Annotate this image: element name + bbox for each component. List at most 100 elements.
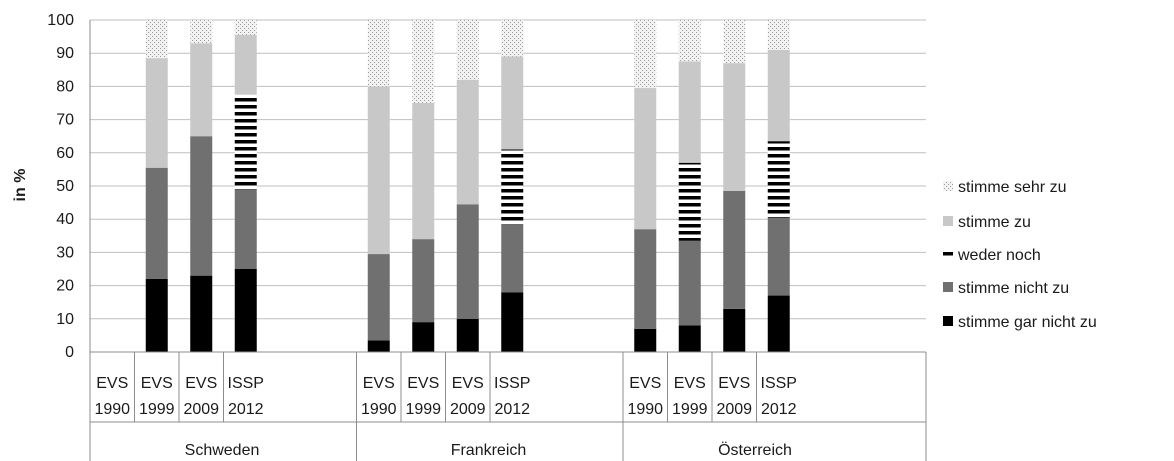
legend-swatch — [943, 316, 953, 326]
y-axis-ticks: 0 10 20 30 40 50 60 70 80 90 100 — [47, 12, 74, 361]
bar-segment — [634, 88, 657, 230]
x-category-label-line2: 1999 — [139, 401, 175, 418]
bars — [145, 20, 790, 352]
bar-segment — [190, 136, 213, 276]
x-category-label-line2: 1999 — [405, 401, 441, 418]
x-category-label-line2: 2012 — [494, 401, 530, 418]
bar-segment — [234, 94, 257, 190]
bar-segment — [456, 20, 479, 80]
x-category-label-line2: 2012 — [228, 401, 264, 418]
y-axis-label: in % — [12, 169, 29, 202]
bar-segment — [767, 217, 790, 296]
bar-segment — [678, 325, 701, 352]
bar-segment — [234, 34, 257, 95]
bar-segment — [367, 254, 390, 341]
bar-segment — [145, 167, 168, 279]
bar-segment — [145, 278, 168, 352]
bar-segment — [456, 318, 479, 352]
x-category-label-line2: 1990 — [361, 401, 397, 418]
bar-segment — [678, 61, 701, 163]
legend-label: stimme sehr zu — [958, 179, 1066, 196]
x-category-label-line1: ISSP — [494, 375, 530, 392]
x-category-label-line2: 2009 — [183, 401, 219, 418]
y-tick-label: 50 — [56, 178, 74, 195]
bar-segment — [634, 20, 657, 89]
bar-segment — [412, 20, 435, 103]
bar-segment — [234, 269, 257, 352]
y-tick-label: 0 — [65, 344, 74, 361]
x-category-label-line1: EVS — [452, 375, 484, 392]
bar-segment — [145, 20, 168, 59]
x-category-label-line2: 2009 — [716, 401, 752, 418]
bar-segment — [412, 103, 435, 240]
x-category-label-line1: EVS — [141, 375, 173, 392]
y-tick-label: 40 — [56, 211, 74, 228]
bar-segment — [234, 20, 257, 35]
bar-segment — [234, 189, 257, 269]
y-tick-label: 90 — [56, 45, 74, 62]
legend-label: stimme gar nicht zu — [958, 314, 1097, 331]
y-tick-label: 60 — [56, 145, 74, 162]
x-category-label-line1: EVS — [674, 375, 706, 392]
bar-segment — [190, 275, 213, 352]
bar-segment — [678, 240, 701, 326]
bar-segment — [501, 224, 524, 293]
bar-segment — [767, 49, 790, 142]
bar-segment — [456, 204, 479, 319]
legend-label: stimme nicht zu — [958, 280, 1069, 297]
bar-segment — [723, 63, 746, 191]
x-category-label-line2: 1999 — [672, 401, 708, 418]
bar-segment — [145, 58, 168, 168]
bar-segment — [501, 292, 524, 352]
bar-segment — [456, 79, 479, 205]
bar-segment — [767, 295, 790, 352]
bar-segment — [501, 149, 524, 225]
legend-swatch — [943, 249, 953, 259]
x-axis: EVS 1990 EVS 1999 EVS 2009 ISSP 2012 Schweden EVS… — [89, 351, 927, 461]
y-tick-label: 10 — [56, 311, 74, 328]
x-group-label: Österreich — [718, 441, 792, 459]
x-category-label-line2: 2009 — [450, 401, 486, 418]
legend-label: weder noch — [957, 247, 1041, 264]
x-category-label-line2: 1990 — [627, 401, 663, 418]
bar-segment — [367, 340, 390, 352]
legend-swatch — [943, 216, 953, 226]
y-tick-label: 70 — [56, 112, 74, 129]
bar-segment — [501, 56, 524, 150]
x-category-label-line1: EVS — [629, 375, 661, 392]
bar-segment — [190, 20, 213, 44]
x-group-label: Schweden — [185, 442, 260, 459]
x-category-label-line1: EVS — [96, 375, 128, 392]
bar-segment — [767, 141, 790, 218]
bar-segment — [634, 328, 657, 352]
bar-segment — [678, 20, 701, 62]
y-tick-label: 80 — [56, 78, 74, 95]
bar-segment — [501, 20, 524, 57]
legend-swatch — [943, 282, 953, 292]
bar-segment — [412, 239, 435, 323]
x-category-label-line1: EVS — [185, 375, 217, 392]
x-group-label: Frankreich — [451, 442, 527, 459]
x-category-label-line1: EVS — [363, 375, 395, 392]
bar-segment — [367, 86, 390, 255]
bar-segment — [723, 20, 746, 64]
x-category-label-line1: ISSP — [228, 375, 264, 392]
x-category-label-line2: 2012 — [761, 401, 797, 418]
legend-label: stimme zu — [958, 214, 1031, 231]
bar-segment — [723, 308, 746, 352]
x-category-label-line2: 1990 — [94, 401, 130, 418]
y-tick-label: 20 — [56, 278, 74, 295]
bar-segment — [723, 190, 746, 309]
y-tick-label: 30 — [56, 244, 74, 261]
x-category-label-line1: EVS — [407, 375, 439, 392]
legend-swatch — [943, 181, 953, 191]
bar-segment — [678, 162, 701, 241]
y-tick-label: 100 — [47, 12, 74, 29]
bar-segment — [634, 229, 657, 329]
bar-segment — [367, 20, 390, 87]
x-category-label-line1: EVS — [718, 375, 750, 392]
bar-segment — [412, 322, 435, 352]
bar-segment — [767, 20, 790, 50]
x-category-label-line1: ISSP — [761, 375, 797, 392]
